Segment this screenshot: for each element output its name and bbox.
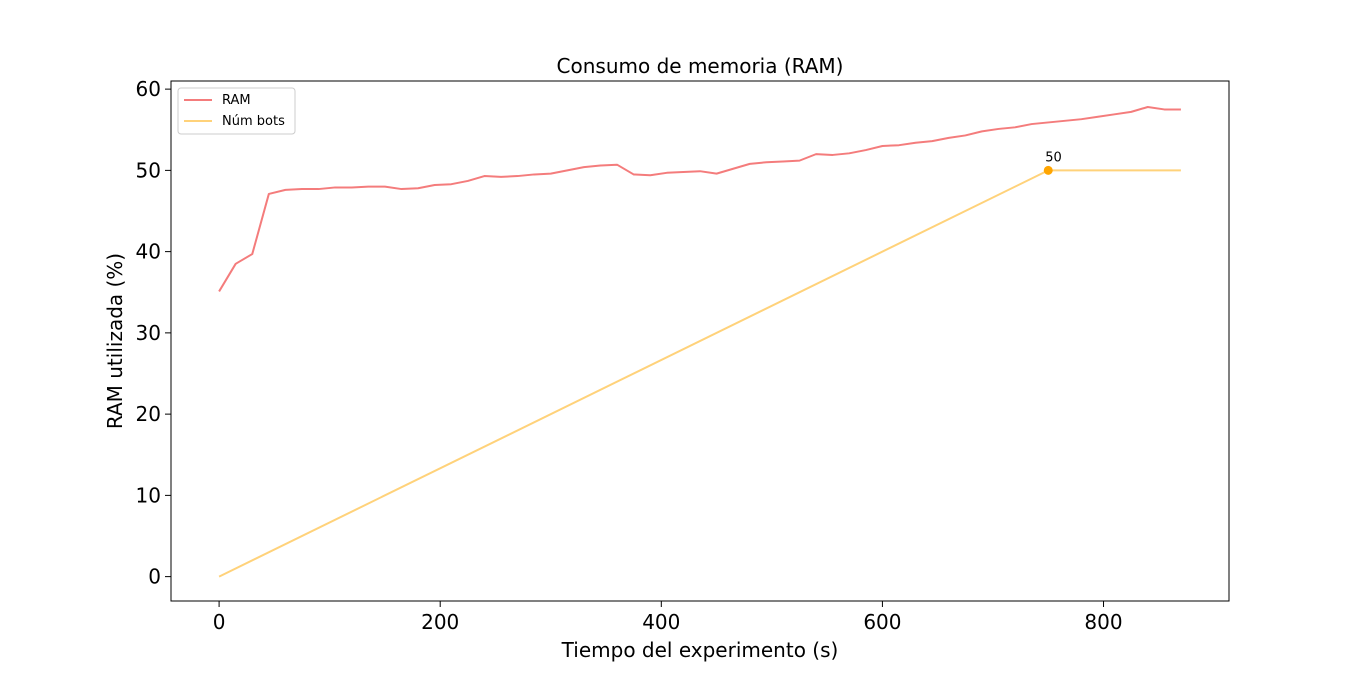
x-tick-label: 0	[213, 610, 226, 634]
annotation-label: 50	[1045, 150, 1062, 165]
plot-frame	[170, 80, 1230, 602]
x-axis-label: Tiempo del experimento (s)	[561, 638, 839, 662]
y-tick-label: 30	[136, 321, 161, 345]
x-tick-label: 800	[1084, 610, 1122, 634]
x-tick-label: 200	[421, 610, 459, 634]
y-axis-label: RAM utilizada (%)	[103, 253, 127, 429]
y-tick-label: 0	[148, 565, 161, 589]
legend: RAM Núm bots	[177, 87, 296, 135]
y-tick-label: 10	[136, 483, 161, 507]
y-tick-label: 40	[136, 240, 161, 264]
annotation-marker	[1043, 165, 1053, 175]
y-tick-label: 50	[136, 158, 161, 182]
chart-title: Consumo de memoria (RAM)	[557, 54, 844, 78]
series-line-ram	[218, 106, 1181, 292]
series-line-num-bots	[218, 169, 1181, 578]
x-tick-label: 400	[642, 610, 680, 634]
y-tick-label: 60	[136, 77, 161, 101]
x-tick-label: 600	[863, 610, 901, 634]
y-tick-label: 20	[136, 402, 161, 426]
legend-entry-num-bots: Núm bots	[222, 114, 285, 129]
legend-entry-ram: RAM	[222, 93, 251, 108]
